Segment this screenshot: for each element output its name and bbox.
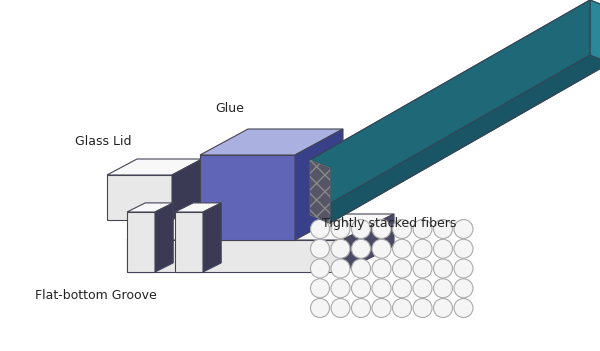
Circle shape (352, 298, 371, 318)
Polygon shape (590, 0, 600, 63)
Polygon shape (172, 159, 202, 220)
Circle shape (331, 279, 350, 298)
Circle shape (331, 259, 350, 278)
Polygon shape (310, 55, 600, 223)
Circle shape (311, 239, 329, 258)
Circle shape (352, 279, 371, 298)
Circle shape (372, 219, 391, 238)
Circle shape (392, 219, 412, 238)
Circle shape (413, 239, 432, 258)
Circle shape (392, 239, 412, 258)
Circle shape (454, 239, 473, 258)
Circle shape (454, 259, 473, 278)
Circle shape (392, 298, 412, 318)
Circle shape (331, 219, 350, 238)
Circle shape (454, 219, 473, 238)
Circle shape (413, 279, 432, 298)
Circle shape (392, 279, 412, 298)
Polygon shape (155, 203, 173, 272)
Circle shape (331, 239, 350, 258)
Polygon shape (107, 175, 172, 220)
Polygon shape (295, 129, 343, 240)
Circle shape (311, 298, 329, 318)
Polygon shape (107, 159, 202, 175)
Circle shape (311, 279, 329, 298)
Circle shape (392, 259, 412, 278)
Circle shape (372, 239, 391, 258)
Circle shape (352, 239, 371, 258)
Polygon shape (175, 212, 203, 272)
Polygon shape (330, 8, 600, 223)
Circle shape (433, 279, 452, 298)
Circle shape (372, 279, 391, 298)
Circle shape (311, 259, 329, 278)
Polygon shape (200, 129, 343, 155)
Polygon shape (127, 212, 155, 272)
Polygon shape (127, 240, 342, 272)
Text: Glass Lid: Glass Lid (75, 135, 131, 148)
Polygon shape (342, 214, 394, 272)
Circle shape (454, 298, 473, 318)
Circle shape (372, 298, 391, 318)
Text: Flat-bottom Groove: Flat-bottom Groove (35, 289, 157, 302)
Circle shape (311, 219, 329, 238)
Circle shape (413, 259, 432, 278)
Polygon shape (127, 214, 394, 240)
Circle shape (433, 239, 452, 258)
Polygon shape (175, 203, 221, 212)
Circle shape (352, 219, 371, 238)
Circle shape (454, 279, 473, 298)
Polygon shape (310, 0, 600, 168)
Polygon shape (203, 203, 221, 272)
Polygon shape (310, 0, 590, 215)
Circle shape (433, 298, 452, 318)
Text: Tightly stacked fibers: Tightly stacked fibers (322, 217, 457, 230)
Circle shape (413, 298, 432, 318)
Circle shape (413, 219, 432, 238)
Circle shape (331, 298, 350, 318)
Circle shape (433, 219, 452, 238)
Circle shape (372, 259, 391, 278)
Circle shape (433, 259, 452, 278)
Polygon shape (200, 155, 295, 240)
Polygon shape (310, 160, 330, 223)
Polygon shape (127, 203, 173, 212)
Circle shape (352, 259, 371, 278)
Text: Glue: Glue (215, 102, 244, 115)
